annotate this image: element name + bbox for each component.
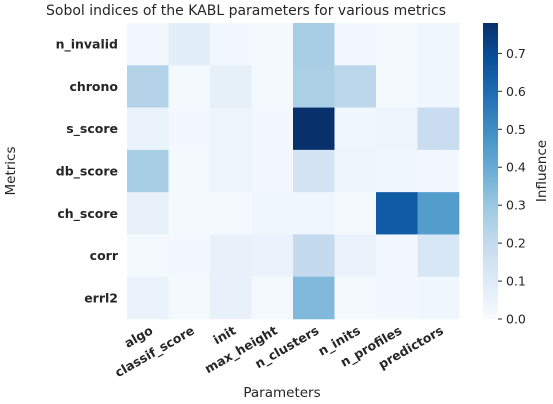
heatmap-cell-s_score-init (210, 107, 252, 151)
heatmap-cell-ch_score-n_inits (334, 192, 377, 235)
heatmap-cell-ch_score-init (210, 192, 252, 235)
heatmap-cell-chrono-n_inits (334, 65, 377, 108)
heatmap-cell-chrono-max_height (251, 65, 294, 108)
heatmap-cell-db_score-algo (127, 149, 169, 193)
row-label-errl2: errl2 (84, 290, 118, 305)
heatmap-cell-errl2-n_clusters (293, 276, 335, 320)
row-label-corr: corr (90, 248, 119, 263)
heatmap-cell-db_score-n_clusters (293, 149, 335, 193)
heatmap-cell-errl2-n_inits (334, 276, 377, 320)
heatmap-cell-chrono-n_profiles (376, 65, 418, 108)
heatmap-cell-corr-n_clusters (293, 234, 335, 278)
heatmap-cell-errl2-classif_score (168, 276, 211, 320)
heatmap-cell-chrono-classif_score (168, 65, 211, 108)
colorbar-tick-label: 0.7 (506, 46, 526, 61)
colorbar-tick-label: 0.3 (506, 198, 526, 213)
heatmap-cell-s_score-algo (127, 107, 169, 151)
heatmap-cell-chrono-n_clusters (293, 65, 335, 108)
heatmap-cell-n_invalid-n_inits (334, 23, 377, 66)
row-label-ch_score: ch_score (57, 206, 118, 222)
heatmap-cell-db_score-n_profiles (376, 149, 418, 193)
heatmap-cell-errl2-max_height (251, 276, 294, 320)
row-label-s_score: s_score (66, 121, 118, 137)
colorbar-label: Influence (534, 140, 550, 202)
heatmap-cell-n_invalid-init (210, 23, 252, 66)
colorbar-tick-label: 0.5 (506, 122, 526, 137)
heatmap-cell-db_score-predictors (417, 149, 460, 193)
row-label-chrono: chrono (69, 79, 118, 94)
heatmap-cell-n_invalid-algo (127, 23, 169, 66)
heatmap-cell-s_score-n_inits (334, 107, 377, 151)
heatmap-cell-ch_score-n_profiles (376, 192, 418, 235)
heatmap-cell-s_score-n_clusters (293, 107, 335, 151)
colorbar-tick-label: 0.2 (506, 236, 526, 251)
colorbar-gradient (483, 23, 498, 319)
heatmap-cell-ch_score-max_height (251, 192, 294, 235)
x-axis-label: Parameters (243, 385, 320, 401)
heatmap-cell-corr-classif_score (168, 234, 211, 278)
column-label-classif_score: classif_score (112, 323, 197, 381)
heatmap-cell-s_score-max_height (251, 107, 294, 151)
heatmap-cell-n_invalid-n_clusters (293, 23, 335, 66)
heatmap-cell-ch_score-predictors (417, 192, 460, 235)
heatmap-cell-ch_score-algo (127, 192, 169, 235)
heatmap-cell-n_invalid-n_profiles (376, 23, 418, 66)
heatmap-cell-corr-init (210, 234, 252, 278)
heatmap-cell-errl2-predictors (417, 276, 460, 320)
heatmap-cell-db_score-init (210, 149, 252, 193)
heatmap-cell-errl2-algo (127, 276, 169, 320)
heatmap-cell-corr-predictors (417, 234, 460, 278)
heatmap-cells (127, 23, 460, 320)
heatmap-cell-db_score-classif_score (168, 149, 211, 193)
heatmap-cell-errl2-init (210, 276, 252, 320)
heatmap-cell-chrono-init (210, 65, 252, 108)
heatmap-cell-chrono-predictors (417, 65, 460, 108)
heatmap-cell-db_score-n_inits (334, 149, 377, 193)
heatmap-cell-s_score-predictors (417, 107, 460, 151)
heatmap-cell-corr-algo (127, 234, 169, 278)
colorbar-tick-label: 0.0 (506, 312, 526, 327)
heatmap-cell-n_invalid-predictors (417, 23, 460, 66)
heatmap-cell-corr-n_inits (334, 234, 377, 278)
colorbar-tick-label: 0.1 (506, 274, 526, 289)
colorbar-tick-label: 0.4 (506, 160, 526, 175)
heatmap-cell-ch_score-n_clusters (293, 192, 335, 235)
row-label-db_score: db_score (56, 164, 118, 180)
colorbar: 0.0 0.1 0.2 0.3 0.4 0.5 0.6 0.7 (483, 23, 526, 327)
heatmap-cell-s_score-n_profiles (376, 107, 418, 151)
heatmap-cell-corr-max_height (251, 234, 294, 278)
heatmap-cell-n_invalid-max_height (251, 23, 294, 66)
heatmap-cell-ch_score-classif_score (168, 192, 211, 235)
heatmap-cell-corr-n_profiles (376, 234, 418, 278)
y-axis-label: Metrics (3, 146, 19, 195)
heatmap-cell-errl2-n_profiles (376, 276, 418, 320)
heatmap-cell-chrono-algo (127, 65, 169, 108)
heatmap-cell-s_score-classif_score (168, 107, 211, 151)
heatmap-cell-n_invalid-classif_score (168, 23, 211, 66)
row-label-n_invalid: n_invalid (56, 37, 118, 53)
chart-title: Sobol indices of the KABL parameters for… (46, 3, 446, 19)
colorbar-tick-label: 0.6 (506, 84, 526, 99)
heatmap-cell-db_score-max_height (251, 149, 294, 193)
